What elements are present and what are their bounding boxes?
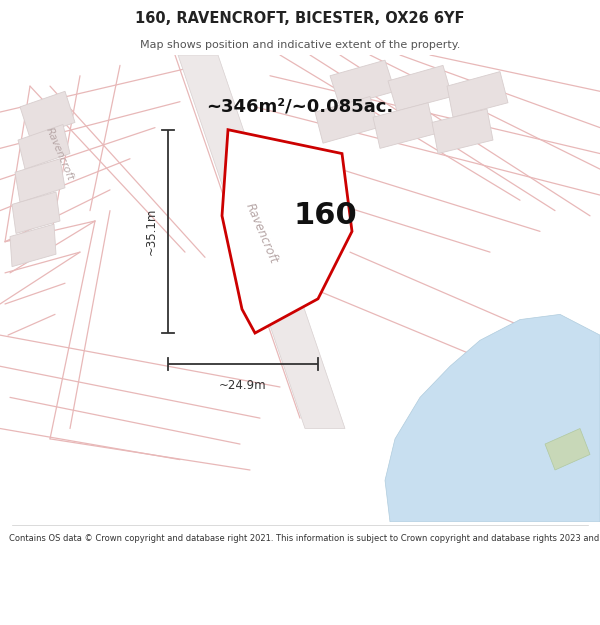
Polygon shape (12, 192, 60, 234)
Text: 160: 160 (293, 201, 357, 230)
Text: Ravencroft: Ravencroft (244, 201, 281, 266)
Polygon shape (15, 159, 65, 202)
Polygon shape (315, 96, 378, 143)
Polygon shape (432, 109, 493, 154)
Polygon shape (18, 124, 70, 169)
Text: Contains OS data © Crown copyright and database right 2021. This information is : Contains OS data © Crown copyright and d… (9, 534, 600, 543)
Polygon shape (222, 130, 352, 333)
Text: Ravencroft: Ravencroft (44, 126, 76, 182)
Polygon shape (178, 55, 345, 429)
Polygon shape (10, 224, 56, 267)
Text: 160, RAVENCROFT, BICESTER, OX26 6YF: 160, RAVENCROFT, BICESTER, OX26 6YF (135, 11, 465, 26)
Polygon shape (447, 72, 508, 118)
Text: ~35.1m: ~35.1m (145, 208, 158, 255)
Text: ~24.9m: ~24.9m (219, 379, 267, 392)
Text: ~346m²/~0.085ac.: ~346m²/~0.085ac. (206, 98, 394, 116)
Polygon shape (385, 314, 600, 522)
Polygon shape (373, 102, 435, 148)
Polygon shape (330, 60, 395, 107)
Polygon shape (545, 429, 590, 470)
Polygon shape (20, 91, 75, 138)
Polygon shape (388, 66, 452, 111)
Text: Map shows position and indicative extent of the property.: Map shows position and indicative extent… (140, 39, 460, 49)
